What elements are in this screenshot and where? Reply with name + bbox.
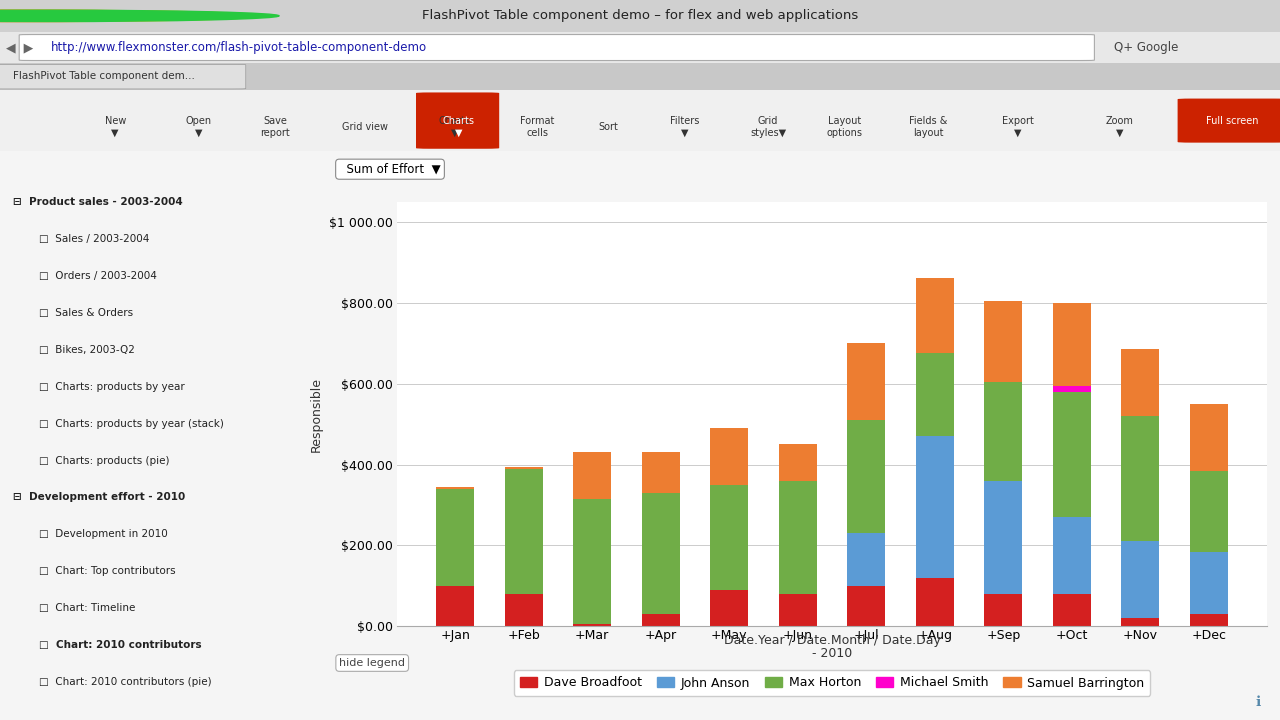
Text: □  Chart: Timeline: □ Chart: Timeline [40,603,136,613]
Bar [1121,618,1160,626]
Text: ⊟  Product sales - 2003-2004: ⊟ Product sales - 2003-2004 [13,197,183,207]
Text: hide legend: hide legend [339,658,406,668]
Text: Grid view: Grid view [342,122,388,132]
Bar [916,279,954,354]
Bar [1190,552,1228,614]
Bar [916,436,954,578]
Bar [1121,349,1160,416]
Bar [504,594,543,626]
Bar [504,467,543,469]
Text: □  Sales / 2003-2004: □ Sales / 2003-2004 [40,234,150,243]
Text: □  Chart: 2010 contributors: □ Chart: 2010 contributors [40,640,202,650]
Text: New
▼: New ▼ [105,116,125,138]
Bar [847,420,884,534]
Bar [847,586,884,626]
Text: □  Chart: Top contributors: □ Chart: Top contributors [40,567,175,577]
Bar [1053,302,1091,386]
Bar [984,382,1023,481]
Bar [916,578,954,626]
Bar [984,301,1023,382]
Text: □  Charts: products by year: □ Charts: products by year [40,382,184,392]
Text: Export
▼: Export ▼ [1002,116,1033,138]
Text: Layout
options: Layout options [827,116,863,138]
Text: Full screen: Full screen [1206,116,1260,125]
FancyBboxPatch shape [1178,99,1280,143]
Bar [984,481,1023,594]
Text: ⊟  Development effort - 2010: ⊟ Development effort - 2010 [13,492,186,503]
Bar [1053,386,1091,392]
Bar [573,624,611,626]
Text: □  Development in 2010: □ Development in 2010 [40,529,168,539]
Text: FlashPivot Table component demo – for flex and web applications: FlashPivot Table component demo – for fl… [422,9,858,22]
Circle shape [0,10,246,22]
Text: Q+ Google: Q+ Google [1114,41,1178,54]
Text: □  Charts: products (pie): □ Charts: products (pie) [40,456,170,466]
Y-axis label: Responsible: Responsible [310,377,324,451]
Bar [780,444,817,481]
Text: Open
▼: Open ▼ [186,116,211,138]
Text: Date.Year / Date.Month / Date.Day: Date.Year / Date.Month / Date.Day [723,634,941,647]
Bar [710,428,748,485]
Bar [847,534,884,586]
Bar [1053,392,1091,517]
Bar [573,499,611,624]
Bar [641,452,680,493]
Text: Grid
styles▼: Grid styles▼ [750,116,786,138]
Bar [710,590,748,626]
Text: □  Bikes, 2003-Q2: □ Bikes, 2003-Q2 [40,345,136,354]
Bar [916,354,954,436]
Bar [1121,541,1160,618]
Bar [780,481,817,594]
Circle shape [0,10,262,22]
Circle shape [0,10,279,22]
Bar [710,485,748,590]
Bar [641,614,680,626]
Text: □  Sales & Orders: □ Sales & Orders [40,307,133,318]
Bar [780,594,817,626]
Text: ◀  ▶: ◀ ▶ [6,41,33,54]
Text: Sum of Effort  ▼: Sum of Effort ▼ [339,163,440,176]
Text: Charts
▼: Charts ▼ [443,116,475,138]
Bar [504,469,543,594]
Bar [1190,614,1228,626]
Text: Filters
▼: Filters ▼ [671,116,699,138]
Bar [436,489,474,586]
Bar [641,493,680,614]
Legend: Dave Broadfoot, John Anson, Max Horton, Michael Smith, Samuel Barrington: Dave Broadfoot, John Anson, Max Horton, … [513,670,1151,696]
Text: ℹ: ℹ [1256,696,1261,709]
Text: Sort: Sort [598,122,618,132]
Bar [436,487,474,489]
Bar [436,586,474,626]
Text: FlashPivot Table component dem...: FlashPivot Table component dem... [13,71,195,81]
Text: Format
cells: Format cells [521,116,554,138]
Text: Fields &
layout: Fields & layout [909,116,947,138]
Bar [984,594,1023,626]
FancyBboxPatch shape [19,35,1094,60]
Text: Save
report: Save report [260,116,291,138]
Text: - 2010: - 2010 [812,647,852,660]
Text: Zoom
▼: Zoom ▼ [1106,116,1134,138]
Bar [847,343,884,420]
Text: □  Chart: 2010 contributors (pie): □ Chart: 2010 contributors (pie) [40,678,211,688]
Bar [1053,594,1091,626]
Bar [1190,471,1228,552]
Bar [573,452,611,499]
Bar [1190,404,1228,471]
Text: http://www.flexmonster.com/flash-pivot-table-component-demo: http://www.flexmonster.com/flash-pivot-t… [51,41,428,54]
Bar [1121,416,1160,541]
FancyBboxPatch shape [416,92,499,149]
FancyBboxPatch shape [0,64,246,89]
Bar [1053,517,1091,594]
Text: □  Orders / 2003-2004: □ Orders / 2003-2004 [40,271,157,281]
Text: □  Charts: products by year (stack): □ Charts: products by year (stack) [40,418,224,428]
Text: Charts
▼: Charts ▼ [438,116,471,138]
